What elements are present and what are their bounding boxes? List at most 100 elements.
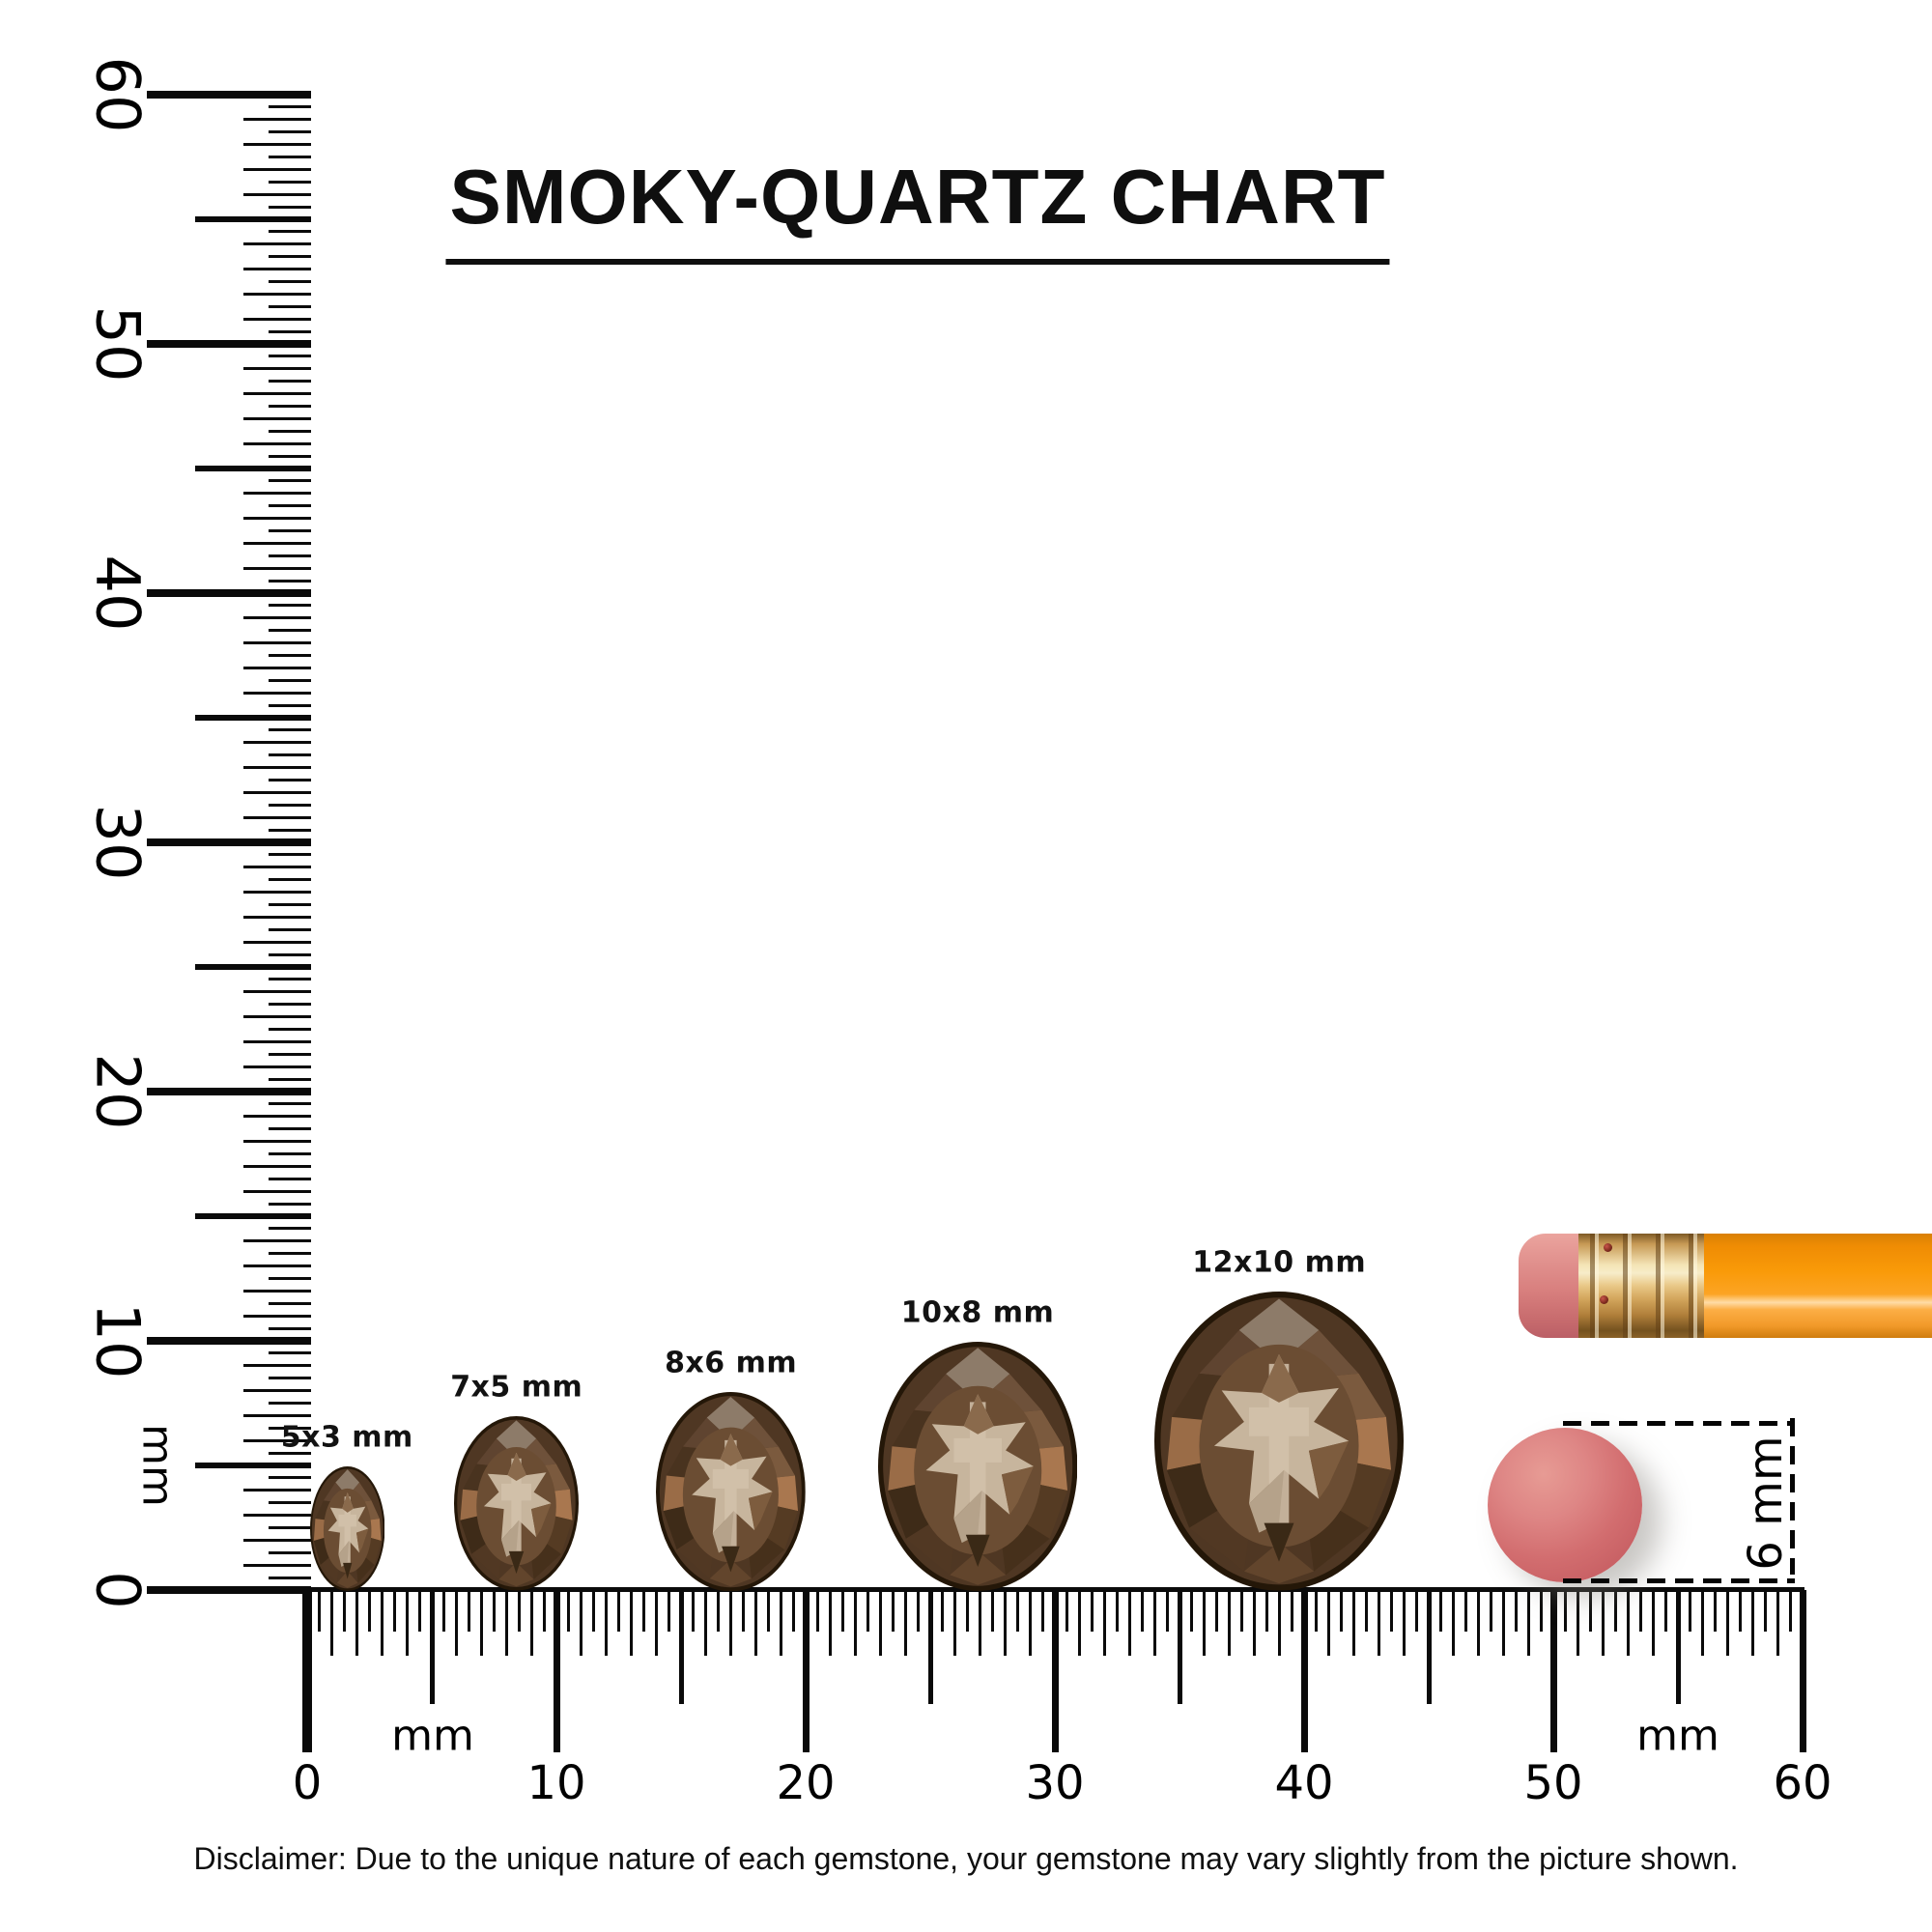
eraser-size-label: 6 mm — [1739, 1435, 1793, 1571]
vertical-ruler-tick — [269, 280, 311, 283]
horizontal-ruler-tick — [1315, 1590, 1319, 1632]
gem-size-label: 7x5 mm — [450, 1370, 583, 1405]
vertical-ruler-tick — [269, 1526, 311, 1529]
vertical-ruler-tick — [147, 589, 311, 597]
horizontal-ruler-unit-label-right: mm — [1636, 1711, 1719, 1761]
vertical-ruler-tick — [269, 1052, 311, 1056]
vertical-ruler-tick — [147, 340, 311, 348]
vertical-ruler-tick — [269, 828, 311, 832]
vertical-ruler-tick — [243, 1563, 311, 1567]
vertical-ruler-tick — [269, 779, 311, 781]
horizontal-ruler-tick — [1103, 1590, 1107, 1656]
vertical-ruler-tick — [243, 242, 311, 246]
horizontal-ruler-tick — [654, 1590, 658, 1656]
vertical-ruler-tick — [243, 1413, 311, 1417]
vertical-ruler-tick — [269, 728, 311, 732]
vertical-ruler-tick — [243, 492, 311, 496]
pencil-body — [1704, 1234, 1932, 1338]
horizontal-ruler-tick — [1689, 1590, 1692, 1632]
vertical-ruler-tick — [243, 891, 311, 895]
horizontal-ruler-tick — [1040, 1590, 1044, 1632]
horizontal-ruler-tick — [1152, 1590, 1156, 1656]
measure-dashed-line-bottom — [1563, 1578, 1795, 1583]
horizontal-ruler-tick — [802, 1590, 810, 1752]
horizontal-ruler-tick — [429, 1590, 435, 1704]
vertical-ruler-tick — [243, 766, 311, 770]
vertical-ruler-number: 0 — [82, 1571, 154, 1609]
vertical-ruler-tick — [269, 304, 311, 308]
horizontal-ruler-tick — [1638, 1590, 1642, 1632]
vertical-ruler-tick — [195, 715, 311, 721]
horizontal-ruler-tick — [355, 1590, 359, 1656]
vertical-ruler-tick — [269, 1252, 311, 1256]
vertical-ruler-tick — [269, 1451, 311, 1455]
horizontal-ruler-tick — [1414, 1590, 1418, 1632]
horizontal-ruler-tick — [330, 1590, 334, 1656]
horizontal-ruler-spine — [307, 1587, 1804, 1592]
vertical-ruler-tick — [243, 367, 311, 371]
horizontal-ruler-tick — [1602, 1590, 1605, 1656]
horizontal-ruler-tick — [1577, 1590, 1580, 1656]
horizontal-ruler-tick — [753, 1590, 757, 1656]
horizontal-ruler-tick — [1127, 1590, 1131, 1656]
vertical-ruler-tick — [269, 1301, 311, 1305]
vertical-ruler-tick — [269, 329, 311, 333]
vertical-ruler-tick — [269, 952, 311, 956]
vertical-ruler-tick — [243, 616, 311, 620]
horizontal-ruler-tick — [779, 1590, 782, 1656]
horizontal-ruler-tick — [1626, 1590, 1630, 1656]
horizontal-ruler-tick — [717, 1590, 721, 1632]
measure-dashed-line-right — [1790, 1418, 1795, 1575]
horizontal-ruler-tick — [1663, 1590, 1667, 1632]
horizontal-ruler-tick — [641, 1590, 645, 1632]
vertical-ruler-tick — [243, 1239, 311, 1243]
vertical-ruler-tick — [243, 1489, 311, 1492]
horizontal-ruler-tick — [941, 1590, 945, 1632]
horizontal-ruler-unit-label-left: mm — [391, 1711, 474, 1761]
vertical-ruler-tick — [269, 405, 311, 408]
ferrule-rivet — [1600, 1295, 1608, 1304]
horizontal-ruler-tick — [766, 1590, 770, 1632]
vertical-ruler-tick — [269, 978, 311, 981]
horizontal-ruler-tick — [1377, 1590, 1380, 1656]
horizontal-ruler-tick — [617, 1590, 620, 1632]
horizontal-ruler-tick — [517, 1590, 521, 1632]
gem-8x6mm — [656, 1391, 806, 1591]
horizontal-ruler-tick — [1177, 1590, 1182, 1704]
horizontal-ruler-tick — [1726, 1590, 1730, 1656]
horizontal-ruler-tick — [1300, 1590, 1308, 1752]
horizontal-ruler-tick — [1549, 1590, 1557, 1752]
vertical-ruler-tick — [269, 1227, 311, 1231]
vertical-ruler-tick — [269, 429, 311, 433]
vertical-ruler-tick — [243, 940, 311, 944]
vertical-ruler-tick — [243, 167, 311, 171]
vertical-ruler-tick — [243, 1314, 311, 1318]
horizontal-ruler-tick — [1065, 1590, 1069, 1632]
horizontal-ruler-tick — [592, 1590, 596, 1632]
vertical-ruler-number: 40 — [82, 554, 154, 632]
vertical-ruler-number: 20 — [82, 1053, 154, 1130]
vertical-ruler-tick — [243, 143, 311, 147]
horizontal-ruler-tick — [1526, 1590, 1530, 1656]
vertical-ruler-tick — [243, 268, 311, 271]
vertical-ruler-tick — [243, 317, 311, 321]
horizontal-ruler-tick — [1190, 1590, 1194, 1632]
horizontal-ruler-tick — [392, 1590, 396, 1632]
vertical-ruler-tick — [269, 903, 311, 906]
vertical-ruler-tick — [269, 255, 311, 259]
pencil-ferrule — [1578, 1234, 1704, 1338]
horizontal-ruler-tick — [816, 1590, 820, 1632]
vertical-ruler-tick — [243, 441, 311, 445]
horizontal-ruler-tick — [667, 1590, 670, 1632]
vertical-ruler-tick — [147, 1337, 311, 1345]
horizontal-ruler-tick — [1140, 1590, 1144, 1632]
horizontal-ruler-tick — [529, 1590, 533, 1656]
horizontal-ruler-tick — [1389, 1590, 1393, 1632]
gem-size-label: 5x3 mm — [280, 1420, 413, 1455]
vertical-ruler-tick — [269, 504, 311, 508]
horizontal-ruler-tick — [678, 1590, 684, 1704]
horizontal-ruler-number: 60 — [1773, 1756, 1833, 1810]
vertical-ruler-tick — [243, 741, 311, 745]
horizontal-ruler-tick — [1215, 1590, 1219, 1632]
vertical-ruler-tick — [243, 1140, 311, 1144]
